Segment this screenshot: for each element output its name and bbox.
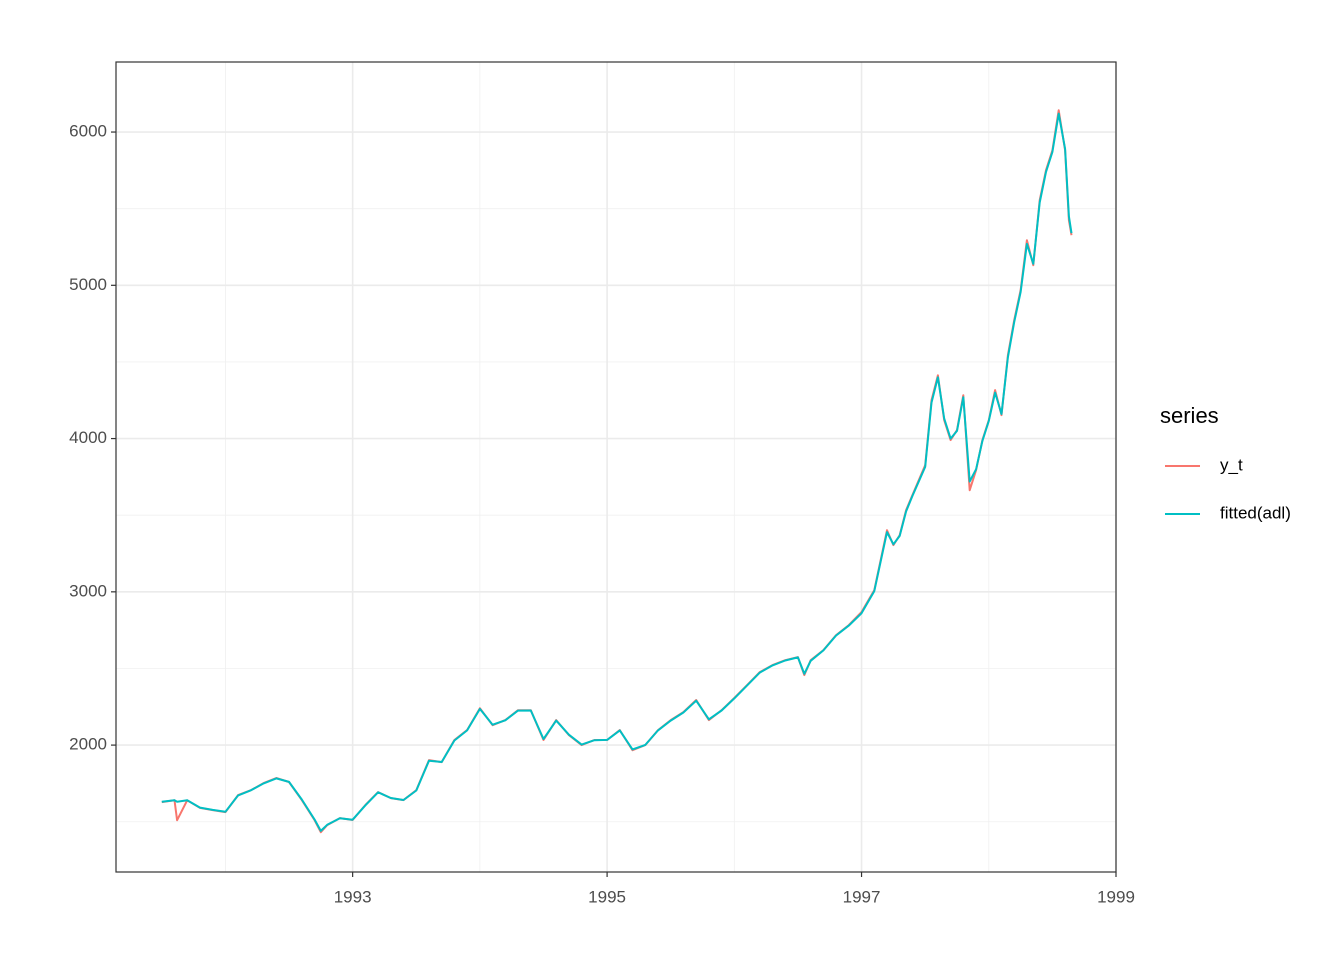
- x-tick-label: 1995: [588, 887, 626, 906]
- panel-border: [115, 61, 1117, 873]
- x-tick-label: 1993: [334, 887, 372, 906]
- y-tick-label: 6000: [69, 122, 107, 141]
- x-tick-label: 1997: [843, 887, 881, 906]
- y-tick-label: 5000: [69, 275, 107, 294]
- x-tick-label: 1999: [1097, 887, 1135, 906]
- legend-label: fitted(adl): [1220, 503, 1291, 522]
- legend-title: series: [1160, 403, 1219, 428]
- y-tick-label: 4000: [69, 428, 107, 447]
- legend-label: y_t: [1220, 455, 1243, 474]
- y-tick-label: 2000: [69, 735, 107, 754]
- series-line: [161, 112, 1073, 832]
- y-tick-label: 3000: [69, 581, 107, 600]
